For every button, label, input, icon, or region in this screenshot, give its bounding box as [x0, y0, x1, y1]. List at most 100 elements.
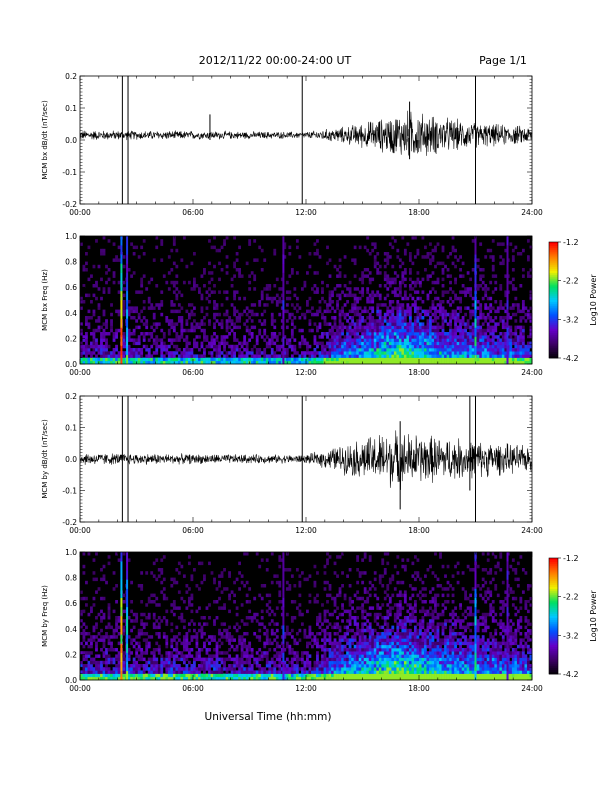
- spectrogram-cell: [378, 348, 382, 352]
- spectrogram-cell: [205, 338, 209, 342]
- spectrogram-cell: [403, 319, 407, 323]
- spectrogram-cell: [486, 312, 490, 317]
- spectrogram-cell: [290, 303, 294, 307]
- spectrogram-cell: [218, 606, 221, 610]
- spectrogram-cell: [80, 344, 83, 349]
- spectrogram-cell: [313, 360, 317, 365]
- spectrogram-cell: [280, 625, 284, 630]
- spectrogram-cell: [198, 654, 201, 658]
- spectrogram-cell: [444, 312, 447, 317]
- spectrogram-cell: [396, 248, 400, 253]
- spectrogram-cell: [421, 360, 425, 365]
- spectrogram-cell: [346, 357, 349, 362]
- spectrogram-cell: [456, 338, 460, 342]
- spectrogram-cell: [105, 660, 108, 665]
- spectrogram-cell: [112, 360, 116, 365]
- spectrogram-cell: [127, 344, 131, 349]
- spectrogram-cell: [333, 596, 337, 601]
- spectrogram-cell: [401, 312, 405, 317]
- spectrogram-cell: [439, 306, 442, 310]
- spectrogram-cell: [85, 268, 88, 272]
- spectrogram-cell: [105, 357, 108, 362]
- spectrogram-cell: [175, 309, 179, 314]
- spectrogram-cell: [238, 667, 242, 671]
- spectrogram-cell: [353, 354, 357, 358]
- spectrogram-cell: [268, 354, 272, 358]
- spectrogram-cell: [285, 319, 289, 323]
- spectrogram-cell: [233, 657, 236, 662]
- spectrogram-cell: [142, 651, 146, 655]
- spectrogram-cell: [85, 625, 88, 630]
- spectrogram-cell: [336, 325, 339, 330]
- spectrogram-cell: [491, 360, 495, 365]
- spectrogram-cell: [454, 328, 457, 333]
- spectrogram-cell: [137, 628, 141, 633]
- spectrogram-cell: [238, 670, 242, 674]
- colorbar-segment: [549, 305, 558, 309]
- spectrogram-cell: [280, 357, 284, 362]
- spectrogram-cell: [436, 357, 440, 362]
- spectrogram-cell: [439, 332, 442, 336]
- spectrogram-cell: [250, 360, 254, 365]
- spectrogram-cell: [321, 344, 324, 349]
- spectrogram-cell: [162, 348, 166, 352]
- spectrogram-cell: [511, 354, 515, 358]
- spectrogram-cell: [187, 303, 191, 307]
- spectrogram-cell: [308, 670, 312, 674]
- spectrogram-cell: [439, 300, 442, 304]
- spectrogram-cell: [102, 248, 106, 253]
- spectrogram-cell: [285, 628, 289, 633]
- spectrogram-cell: [268, 648, 272, 652]
- colorbar-segment: [549, 271, 558, 274]
- spectrogram-cell: [321, 603, 324, 607]
- spectrogram-cell: [321, 354, 324, 358]
- spectrogram-cell: [393, 280, 397, 285]
- spectrogram-cell: [130, 673, 134, 678]
- spectrogram-cell: [130, 242, 134, 246]
- spectrogram-cell: [240, 648, 244, 652]
- spectrogram-cell: [328, 258, 332, 262]
- spectrogram-cell: [441, 319, 445, 323]
- spectrogram-cell: [501, 354, 505, 358]
- spectrogram-cell: [383, 341, 387, 346]
- spectrogram-cell: [85, 351, 88, 355]
- spectrogram-cell: [313, 351, 317, 355]
- spectrogram-cell: [187, 555, 191, 559]
- spectrogram-cell: [185, 676, 189, 681]
- spectrogram-cell: [187, 561, 191, 566]
- spectrogram-cell: [238, 341, 242, 346]
- spectrogram-cell: [90, 357, 93, 362]
- spectrogram-cell: [172, 280, 176, 285]
- spectrogram-cell: [193, 360, 196, 365]
- spectrogram-cell: [328, 664, 332, 668]
- spectrogram-stripe: [506, 345, 509, 356]
- spectrogram-cell: [147, 670, 151, 674]
- spectrogram-cell: [403, 322, 407, 326]
- spectrogram-cell: [373, 341, 377, 346]
- spectrogram-cell: [398, 264, 402, 269]
- spectrogram-cell: [366, 354, 370, 358]
- spectrogram-cell: [167, 357, 171, 362]
- spectrogram-cell: [233, 667, 236, 671]
- spectrogram-cell: [371, 357, 375, 362]
- spectrogram-cell: [401, 325, 405, 330]
- spectrogram-cell: [471, 338, 475, 342]
- spectrogram-cell: [265, 664, 269, 668]
- spectrogram-cell: [454, 335, 457, 339]
- spectrogram-cell: [403, 325, 407, 330]
- spectrogram-cell: [313, 596, 317, 601]
- spectrogram-cell: [529, 325, 533, 330]
- spectrogram-cell: [263, 351, 267, 355]
- spectrogram-cell: [195, 657, 199, 662]
- spectrogram-cell: [115, 357, 118, 362]
- spectrogram-cell: [386, 287, 390, 291]
- spectrogram-cell: [102, 236, 106, 240]
- spectrogram-cell: [288, 290, 292, 294]
- spectrogram-cell: [238, 664, 242, 668]
- spectrogram-cell: [218, 676, 221, 681]
- spectrogram-cell: [323, 322, 327, 326]
- spectrogram-cell: [436, 277, 440, 282]
- spectrogram-cell: [368, 280, 372, 285]
- spectrogram-cell: [80, 357, 83, 362]
- spectrogram-cell: [456, 312, 460, 317]
